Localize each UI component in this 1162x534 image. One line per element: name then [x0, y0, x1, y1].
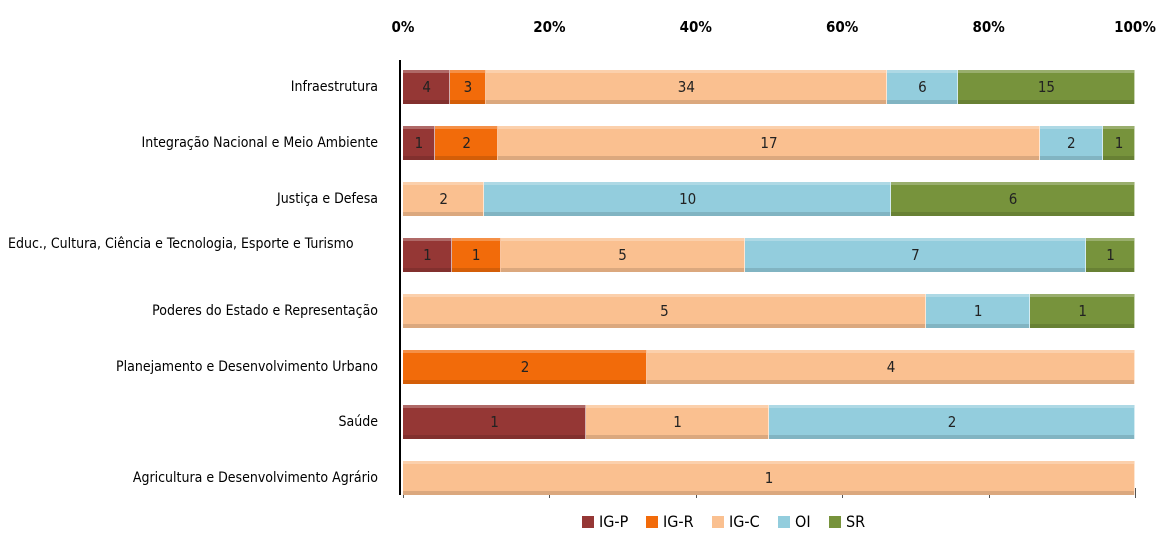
data-label: 1 [764, 469, 774, 488]
bar-segment [586, 405, 769, 440]
data-label: 1 [490, 413, 499, 432]
data-label: 2 [520, 357, 530, 376]
data-label: 34 [677, 78, 695, 96]
bar-segment [1086, 237, 1135, 272]
bar-segment [403, 293, 926, 328]
x-tick-label: 100% [1114, 18, 1156, 36]
bar-segment [403, 461, 1135, 496]
bar-segment [887, 70, 958, 104]
data-label: 1 [973, 301, 983, 320]
category-label: Infraestrutura [290, 79, 378, 95]
bar-segment [1039, 125, 1104, 160]
data-label: 1 [1114, 133, 1124, 152]
legend-swatch [712, 515, 724, 528]
legend-item: SR [829, 512, 865, 531]
data-label: 2 [1067, 133, 1076, 152]
y-axis-line [399, 60, 401, 495]
x-tick-label: 20% [533, 18, 566, 36]
data-label: 1 [1078, 301, 1087, 320]
category-label: Agricultura e Desenvolvimento Agrário [132, 470, 378, 487]
bar-segment [957, 70, 1135, 104]
bar-segment [1030, 293, 1135, 328]
legend-swatch [582, 515, 594, 528]
bar-segment [647, 349, 1135, 384]
data-label: 3 [463, 78, 473, 96]
bar-segment [403, 237, 452, 272]
bar-segment [500, 237, 745, 272]
legend-item: IG-C [712, 512, 760, 531]
category-label: Poderes do Estado e Representação [152, 302, 378, 319]
bar-segment [450, 70, 486, 104]
data-label: 15 [1037, 78, 1056, 96]
bar-segment [744, 237, 1087, 272]
bar-segment [403, 70, 451, 104]
legend-item: IG-P [582, 512, 628, 531]
data-label: 6 [1008, 189, 1018, 208]
data-label: 1 [471, 245, 481, 264]
data-label: 4 [886, 357, 896, 376]
data-label: 4 [422, 78, 431, 96]
bar-segment [403, 181, 485, 216]
data-label: 5 [618, 245, 627, 264]
x-tick-label: 60% [826, 18, 859, 36]
category-label: Integração Nacional e Meio Ambiente [141, 134, 378, 151]
x-tick-label: 80% [972, 18, 1005, 36]
legend-label: IG-C [729, 512, 760, 531]
category-label: Justiça e Defesa [276, 190, 378, 207]
category-label: Planejamento e Desenvolvimento Urbano [116, 358, 378, 375]
data-label: 1 [423, 245, 432, 264]
data-label: 10 [679, 189, 697, 208]
data-label: 1 [414, 133, 424, 152]
bar-segment [925, 293, 1031, 328]
bar-segment [434, 125, 499, 160]
legend-item: OI [778, 512, 811, 531]
bar-segment [485, 70, 888, 104]
bar-segment [498, 125, 1040, 160]
data-label: 1 [673, 413, 682, 432]
bar-segment [403, 405, 586, 440]
category-label: Saúde [338, 414, 378, 431]
data-label: 1 [1106, 245, 1115, 264]
x-tick-label: 40% [679, 18, 712, 36]
bar-segment [403, 125, 435, 160]
bar-segment [891, 181, 1135, 216]
bar-segment [1103, 125, 1135, 160]
legend-swatch [646, 515, 658, 528]
data-label: 5 [660, 301, 669, 320]
legend-label: IG-P [599, 512, 629, 531]
bar-segment [403, 349, 647, 384]
legend-swatch [829, 515, 841, 528]
bar-segment [451, 237, 501, 272]
data-label: 6 [918, 78, 927, 96]
data-label: 2 [462, 133, 471, 152]
data-label: 2 [947, 413, 957, 432]
legend-label: OI [795, 512, 811, 531]
legend-label: IG-R [663, 512, 694, 531]
bar-segment [769, 405, 1135, 440]
x-tick-label: 0% [391, 18, 415, 36]
category-label: Educ., Cultura, Ciência e Tecnologia, Es… [8, 235, 354, 252]
tick-mark [1135, 488, 1136, 498]
legend-swatch [778, 515, 790, 528]
legend-item: IG-R [646, 512, 694, 531]
data-label: 7 [911, 245, 920, 264]
legend-label: SR [846, 512, 866, 531]
data-label: 17 [760, 133, 778, 152]
bar-segment [484, 181, 891, 216]
data-label: 2 [439, 189, 448, 208]
